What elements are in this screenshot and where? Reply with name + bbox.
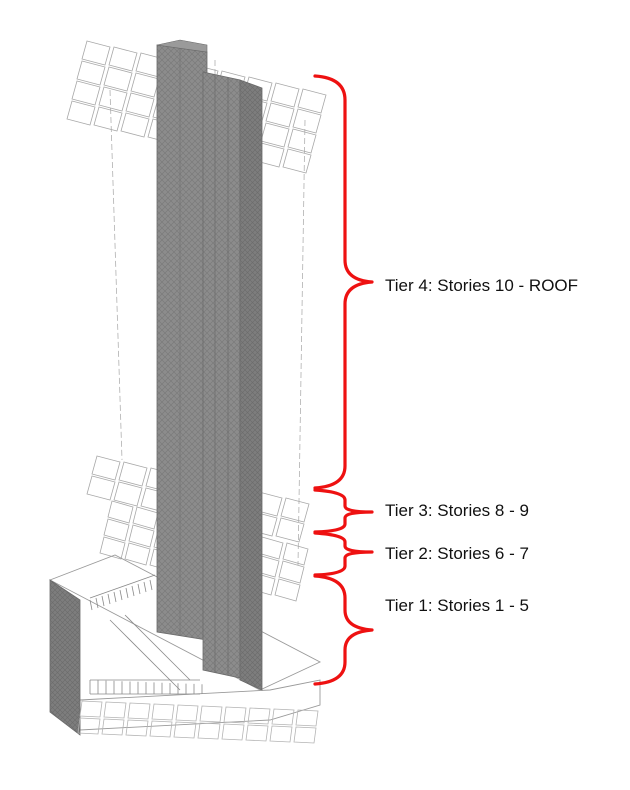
floor-cell — [151, 703, 175, 721]
floor-cell — [293, 726, 317, 744]
frame-member — [89, 574, 156, 599]
floor-cell — [107, 500, 134, 524]
floor-cell — [282, 148, 312, 174]
floor-cell — [125, 719, 149, 737]
tier-brackets — [313, 74, 374, 686]
floor-cell — [99, 536, 126, 560]
floor-cell — [221, 723, 245, 741]
floor-cell — [149, 720, 173, 738]
floor-cell — [120, 112, 150, 138]
frame-member — [149, 579, 153, 591]
floor-cell — [173, 721, 197, 739]
floor-cell — [280, 497, 310, 523]
frame-member — [119, 589, 123, 601]
core-shaft-right — [239, 79, 263, 691]
floor-cell — [270, 82, 300, 108]
floor-cell — [79, 700, 103, 718]
tier1-label: Tier 1: Stories 1 - 5 — [385, 596, 529, 615]
frame-member — [107, 593, 111, 605]
frame-member — [113, 591, 117, 603]
floor-cell — [93, 106, 123, 132]
tier1-bracket — [313, 574, 374, 686]
floor-cell — [127, 702, 151, 720]
core-shaft-left — [156, 44, 208, 641]
tier2-label: Tier 2: Stories 6 - 7 — [385, 544, 529, 563]
frame-member — [89, 599, 93, 611]
floor-cell — [113, 481, 143, 507]
core-shafts — [156, 39, 263, 691]
podium-inner-frame — [89, 574, 203, 695]
floor-cell — [77, 717, 101, 735]
floor-cell — [130, 72, 160, 98]
floor-cell — [245, 724, 269, 742]
floor-cell — [199, 705, 223, 723]
floor-cell — [101, 718, 125, 736]
tier4-label: Tier 4: Stories 10 - ROOF — [385, 276, 579, 295]
floor-cell — [223, 706, 247, 724]
floor-cell — [278, 560, 305, 584]
podium-base-structure — [48, 554, 322, 744]
floor-cell — [282, 542, 309, 566]
frame-member — [137, 583, 141, 595]
floor-cell — [108, 46, 138, 72]
floor-cell — [292, 108, 322, 134]
frame-member — [124, 614, 191, 681]
floor-cell — [247, 707, 271, 725]
frame-member — [109, 619, 181, 691]
floor-cell — [271, 708, 295, 726]
floor-cell — [71, 80, 101, 106]
tier3-label: Tier 3: Stories 8 - 9 — [385, 501, 529, 520]
frame-member — [95, 597, 99, 609]
tier4-bracket — [313, 74, 374, 490]
floor-cell — [265, 102, 295, 128]
tier3-bracket — [313, 488, 374, 534]
frame-member — [125, 587, 129, 599]
tier2-bracket — [313, 531, 374, 577]
floor-cell — [103, 66, 133, 92]
floor-cell — [287, 128, 317, 154]
floor-cell — [274, 578, 301, 602]
floor-cell — [295, 709, 319, 727]
floor-cell — [132, 506, 159, 530]
frame-member — [101, 595, 105, 607]
floor-cell — [81, 40, 111, 66]
floor-cell — [103, 518, 130, 542]
floor-cell — [125, 92, 155, 118]
floor-cell — [103, 701, 127, 719]
floor-cell — [66, 100, 96, 126]
floor-cell — [197, 722, 221, 740]
podium-cell-grid — [77, 700, 319, 744]
floor-cell — [128, 524, 155, 548]
floor-cell — [269, 725, 293, 743]
floor-cell — [175, 704, 199, 722]
floor-cell — [118, 461, 148, 487]
floor-cell — [124, 542, 151, 566]
floor-cell — [98, 86, 128, 112]
floor-cell — [297, 88, 327, 114]
frame-member — [143, 581, 147, 593]
floor-cell — [76, 60, 106, 86]
floor-cell — [91, 455, 121, 481]
floor-cell — [86, 475, 116, 501]
floor-cell — [260, 122, 290, 148]
core-shaft-mid — [202, 71, 241, 679]
frame-member — [131, 585, 135, 597]
floor-cell — [275, 517, 305, 543]
